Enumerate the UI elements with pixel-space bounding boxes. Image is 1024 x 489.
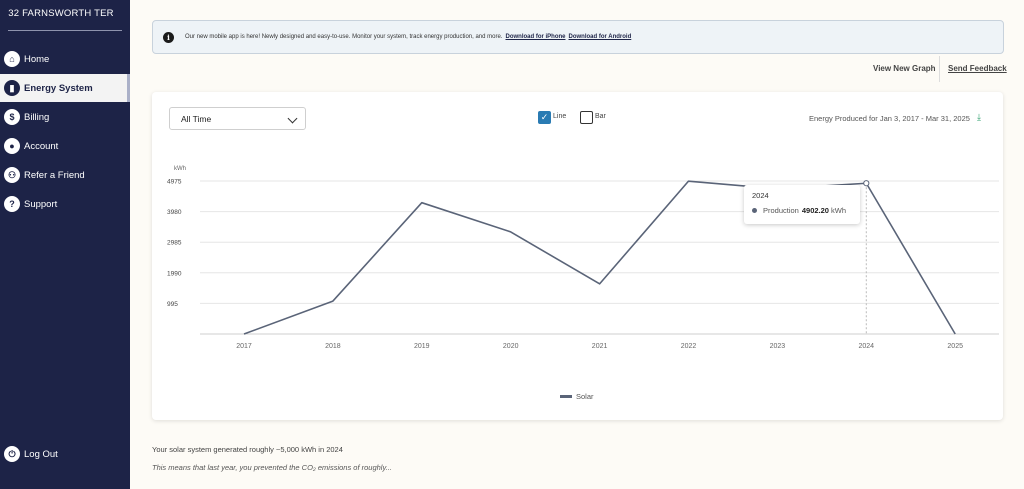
x-tick-label: 2025 [947,343,963,350]
y-tick-label: 3980 [167,209,182,216]
info-icon: i [163,31,174,43]
time-range-select[interactable]: All Time [169,107,306,130]
download-iphone-link[interactable]: Download for iPhone [505,34,566,40]
line-checkbox-label: Line [553,113,567,120]
sidebar-item-billing[interactable]: $ Billing [0,103,130,131]
sidebar-item-label: Home [24,53,50,65]
check-icon: ✓ [540,112,549,122]
x-tick-label: 2017 [236,343,252,350]
y-tick-label: 2985 [167,240,182,247]
view-new-graph-link[interactable]: View New Graph [873,64,936,73]
link-divider [939,56,940,82]
production-summary: Your solar system generated roughly ~5,0… [152,445,343,454]
x-tick-label: 2019 [414,343,430,350]
sidebar-item-label: Energy System [24,82,93,94]
y-tick-label: 1990 [167,270,182,277]
x-tick-label: 2020 [503,343,519,350]
chart-legend[interactable]: Solar [560,392,594,401]
sidebar-item-label: Support [24,198,58,210]
tooltip-value: 4902.20 [801,206,829,215]
tooltip-unit: kWh [830,206,846,215]
energy-chart-card [152,92,1003,420]
people-icon: ⚇ [4,167,20,183]
y-tick-label: 995 [167,301,178,308]
download-icon[interactable]: ⤓ [977,112,981,122]
x-tick-label: 2021 [592,343,608,350]
sidebar-item-label: Billing [24,111,50,123]
x-tick-label: 2018 [325,343,341,350]
house-icon: ⌂ [4,51,20,67]
energy-period-label: Energy Produced for Jan 3, 2017 - Mar 31… [809,114,970,123]
y-tick-label: 4975 [167,179,182,186]
x-tick-label: 2023 [770,343,786,350]
line-checkbox[interactable]: ✓ [538,111,551,124]
sidebar: 32 FARNSWORTH TER ⌂ Home ▮ Energy System… [0,0,130,489]
tooltip-year: 2024 [752,191,769,200]
bar-checkbox[interactable] [580,111,593,124]
sidebar-divider [8,30,122,31]
property-address: 32 FARNSWORTH TER [8,8,114,19]
banner-text: Our new mobile app is here! Newly design… [185,34,503,40]
highlight-point [863,180,870,187]
sidebar-item-home[interactable]: ⌂ Home [0,45,130,73]
tooltip-label: Production [763,206,799,215]
sidebar-item-account[interactable]: ● Account [0,132,130,160]
time-range-value: All Time [181,113,212,124]
app-announcement-banner: i Our new mobile app is here! Newly desi… [152,20,1004,54]
chart-tooltip: 2024 Production 4902.20 kWh [744,185,860,224]
dollar-icon: $ [4,109,20,125]
sidebar-item-label: Account [24,140,59,152]
x-tick-label: 2024 [859,343,875,350]
bar-checkbox-label: Bar [595,113,606,120]
sidebar-item-support[interactable]: ? Support [0,190,130,218]
emissions-summary: This means that last year, you prevented… [152,463,392,472]
legend-swatch [560,395,572,398]
legend-label: Solar [576,392,594,401]
download-android-link[interactable]: Download for Android [568,34,632,40]
y-axis-unit: kWh [174,166,186,172]
question-icon: ? [4,196,20,212]
send-feedback-link[interactable]: Send Feedback [948,64,1007,73]
x-tick-label: 2022 [681,343,697,350]
sidebar-item-label: Refer a Friend [24,169,85,181]
person-icon: ● [4,138,20,154]
sidebar-item-refer-a-friend[interactable]: ⚇ Refer a Friend [0,161,130,189]
series-dot-icon [752,208,757,213]
logout-button[interactable]: ⏻ Log Out [0,444,130,464]
logout-label: Log Out [24,448,58,460]
power-icon: ⏻ [4,446,20,462]
bar-chart-icon: ▮ [4,80,20,96]
sidebar-item-energy-system[interactable]: ▮ Energy System [0,74,130,102]
